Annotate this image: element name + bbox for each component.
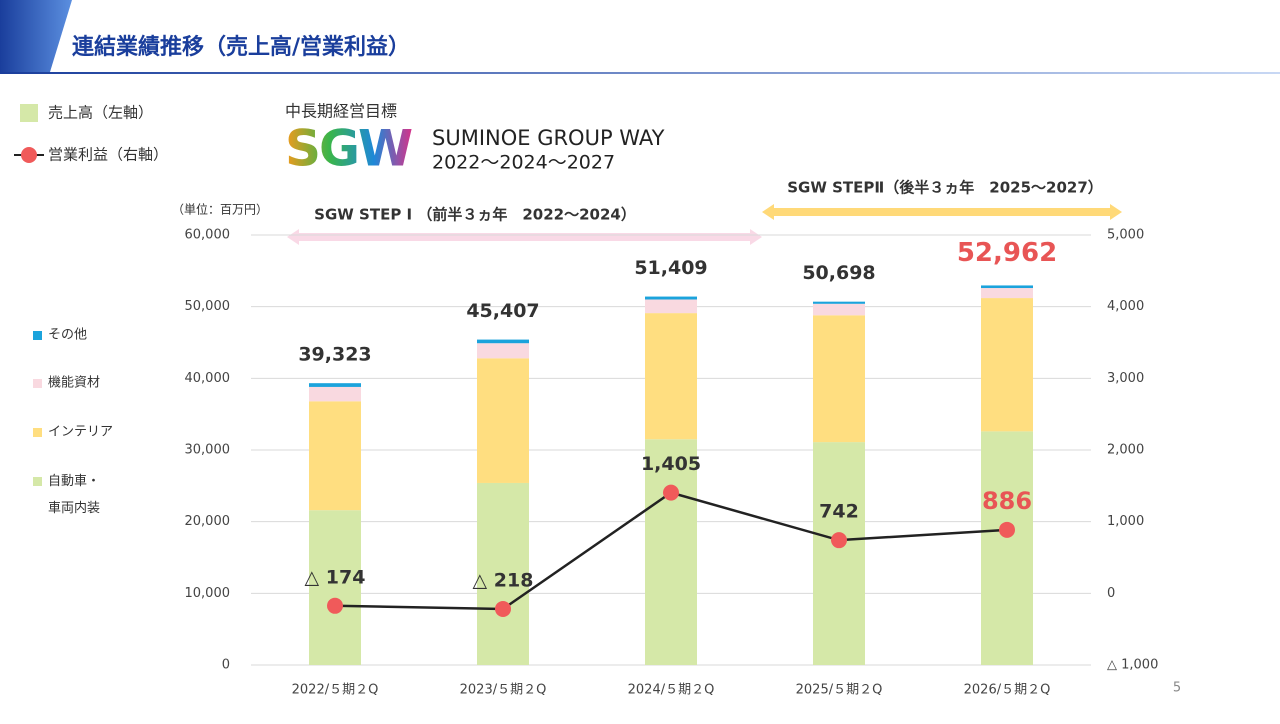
- bar-segment: [645, 439, 697, 665]
- total-label: 45,407: [466, 300, 539, 322]
- bar-segment: [645, 296, 697, 300]
- bar-segment: [309, 383, 361, 387]
- bar-segment: [813, 315, 865, 443]
- bar-segment: [981, 288, 1033, 299]
- legend-swatch: [33, 379, 42, 388]
- legend-swatch: [33, 477, 42, 486]
- y-tick-label: 30,000: [185, 443, 231, 458]
- y-tick-label: 40,000: [185, 371, 231, 386]
- legend-label: 機能資材: [48, 376, 100, 391]
- x-tick-label: 2026/５期２Q: [964, 683, 1051, 698]
- header-rule: [0, 72, 1280, 74]
- sgw-logo: SGW: [285, 120, 412, 178]
- total-label: 50,698: [802, 262, 875, 284]
- step2-arrow: [762, 204, 1122, 220]
- profit-point: [999, 521, 1015, 538]
- step1-arrow: [287, 229, 762, 245]
- profit-point: [327, 597, 343, 614]
- bar-segment: [981, 431, 1033, 665]
- bar-segment: [981, 298, 1033, 432]
- y2-tick-label: 0: [1107, 586, 1115, 601]
- profit-point: [495, 600, 511, 617]
- y2-tick-label: 2,000: [1107, 443, 1144, 458]
- bar-segment: [813, 442, 865, 665]
- profit-label: △ 174: [305, 566, 366, 588]
- bar-segment: [981, 285, 1033, 289]
- y-tick-label: 10,000: [185, 586, 231, 601]
- unit-label: （単位：百万円）: [172, 202, 268, 217]
- header-shape: [0, 0, 72, 72]
- step1-label: SGW STEP Ⅰ （前半３ヵ年 2022～2024）: [314, 206, 636, 224]
- step2-label: SGW STEPⅡ（後半３ヵ年 2025～2027）: [787, 179, 1103, 197]
- bar-segment: [477, 339, 529, 344]
- legend-label: その他: [48, 328, 87, 343]
- bar-segment: [309, 510, 361, 665]
- legend-label: インテリア: [48, 425, 113, 440]
- y-tick-label: 50,000: [185, 299, 231, 314]
- legend-label: 売上高（左軸）: [48, 104, 153, 122]
- bar-segment: [309, 401, 361, 511]
- profit-label: △ 218: [473, 569, 534, 591]
- bar-segment: [645, 313, 697, 440]
- y-tick-label: 60,000: [185, 228, 231, 243]
- page-number: 5: [1173, 681, 1181, 696]
- bar-segment: [477, 343, 529, 359]
- y-tick-label: 20,000: [185, 514, 231, 529]
- y2-tick-label: △ 1,000: [1107, 658, 1158, 673]
- legend-label: 自動車・車両内装: [48, 474, 100, 516]
- legend-dot: [21, 147, 37, 163]
- x-tick-label: 2022/５期２Q: [292, 683, 379, 698]
- bar-segment: [477, 358, 529, 483]
- total-label: 51,409: [634, 257, 707, 279]
- bar-segment: [477, 482, 529, 665]
- bar-segment: [309, 386, 361, 402]
- y2-tick-label: 5,000: [1107, 228, 1144, 243]
- sgw-caption: 中長期経営目標: [285, 102, 397, 121]
- x-tick-label: 2025/５期２Q: [796, 683, 883, 698]
- profit-label: 886: [982, 487, 1032, 515]
- profit-point: [831, 532, 847, 549]
- legend-label: 営業利益（右軸）: [48, 146, 168, 164]
- sgw-name: SUMINOE GROUP WAY: [432, 126, 665, 150]
- y2-tick-label: 1,000: [1107, 514, 1144, 529]
- bar-segment: [813, 303, 865, 316]
- bar-segment: [645, 299, 697, 314]
- profit-point: [663, 484, 679, 501]
- profit-label: 1,405: [641, 453, 701, 475]
- legend-swatch: [33, 428, 42, 437]
- total-label: 39,323: [298, 344, 371, 366]
- sgw-years: 2022～2024～2027: [432, 152, 615, 174]
- y2-tick-label: 4,000: [1107, 299, 1144, 314]
- profit-label: 742: [819, 501, 859, 523]
- x-tick-label: 2024/５期２Q: [628, 683, 715, 698]
- y-tick-label: 0: [222, 658, 230, 673]
- total-label: 52,962: [957, 238, 1057, 268]
- x-tick-label: 2023/５期２Q: [460, 683, 547, 698]
- bar-segment: [813, 301, 865, 304]
- legend-swatch: [20, 104, 38, 122]
- y2-tick-label: 3,000: [1107, 371, 1144, 386]
- legend-swatch: [33, 331, 42, 340]
- title: 連結業績推移（売上高/営業利益）: [72, 34, 410, 60]
